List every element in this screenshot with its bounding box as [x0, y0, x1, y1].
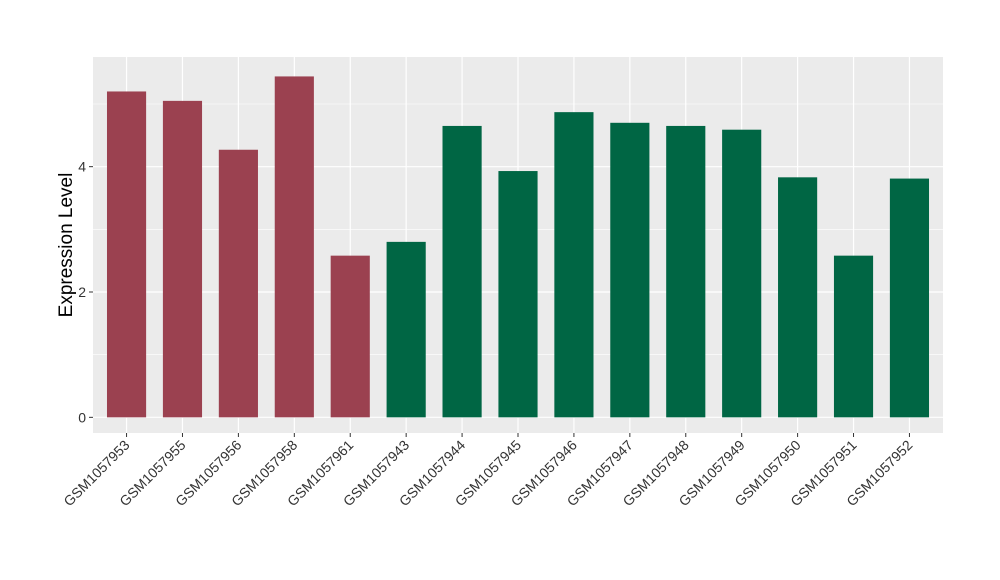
bar-GSM1057953 [106, 91, 147, 418]
bar-GSM1057948 [666, 125, 706, 418]
bar-GSM1057952 [889, 178, 930, 418]
bar-GSM1057956 [218, 149, 258, 418]
y-tick-label: 0 [78, 409, 86, 425]
bars [106, 76, 930, 418]
y-axis-title: Expression Level [56, 173, 77, 318]
bar-GSM1057951 [833, 255, 874, 418]
bar-GSM1057955 [162, 100, 203, 418]
bar-GSM1057945 [498, 171, 538, 418]
bar-GSM1057946 [554, 112, 594, 418]
bar-GSM1057958 [274, 76, 314, 418]
y-tick-label: 2 [78, 284, 86, 300]
y-tick-label: 4 [78, 159, 86, 175]
x-axis: GSM1057953GSM1057955GSM1057956GSM1057958… [60, 433, 916, 509]
bar-GSM1057944 [442, 125, 482, 418]
y-axis: 0 2 4 [78, 159, 93, 425]
bar-GSM1057947 [610, 122, 650, 418]
bar-GSM1057949 [722, 129, 762, 418]
bar-GSM1057950 [778, 177, 818, 418]
bar-GSM1057943 [386, 241, 426, 418]
bar-GSM1057961 [330, 255, 370, 418]
